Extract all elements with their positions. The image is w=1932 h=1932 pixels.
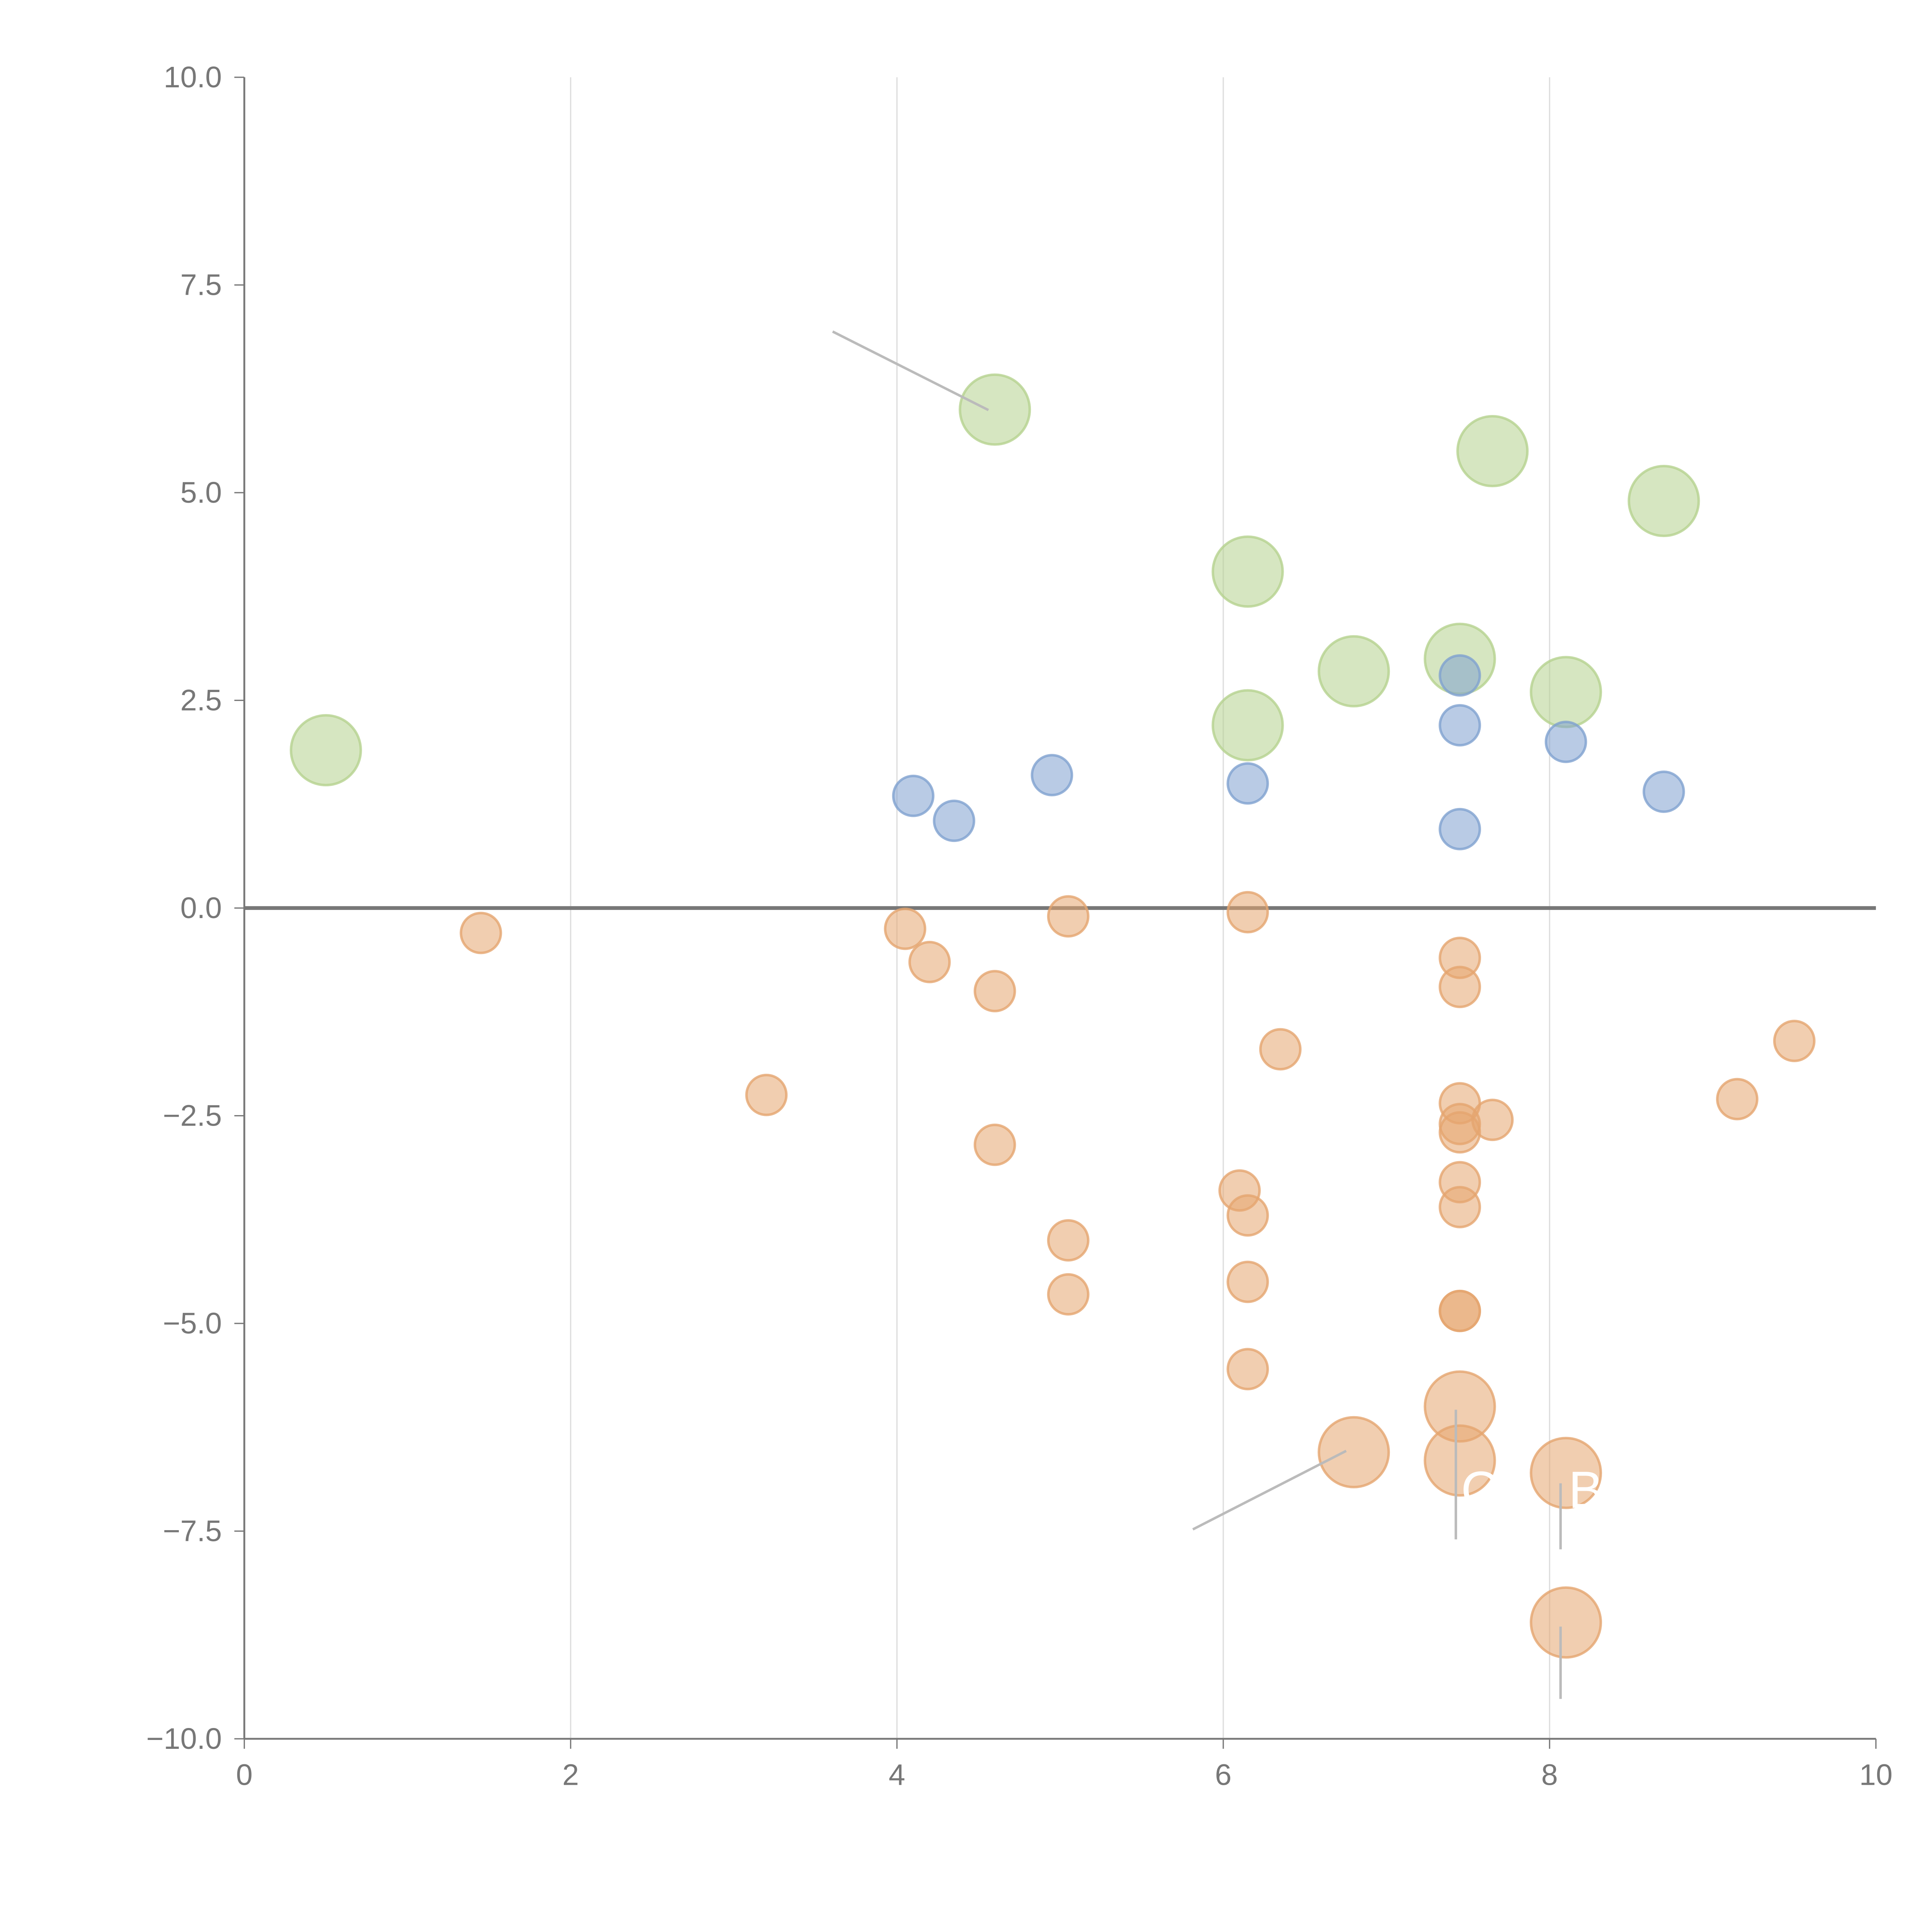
y-tick-label: 0.0 (180, 891, 222, 925)
green-point (959, 373, 1031, 446)
blue-point (1439, 808, 1481, 850)
y-tick-label: 7.5 (180, 268, 222, 301)
green-point (1628, 464, 1700, 537)
annotation-label: B (1568, 1460, 1603, 1519)
orange-point (1226, 1348, 1269, 1391)
orange-large-point (1423, 1424, 1496, 1497)
x-tick-label: 8 (1541, 1758, 1558, 1791)
orange-point (1047, 895, 1090, 938)
orange-point (1047, 1219, 1090, 1262)
x-tick-label: 0 (236, 1758, 253, 1791)
orange-large-point (1318, 1416, 1390, 1488)
x-tick-label: 4 (889, 1758, 905, 1791)
y-tick-label: 10.0 (164, 61, 222, 94)
orange-point (1047, 1273, 1090, 1316)
orange-point (908, 940, 951, 983)
blue-point (892, 774, 935, 817)
orange-point (459, 912, 502, 954)
green-point (1530, 656, 1602, 728)
orange-point (1439, 1289, 1481, 1332)
green-point (289, 714, 362, 787)
orange-point (884, 907, 927, 950)
orange-point (1259, 1028, 1302, 1071)
x-tick-label: 10 (1859, 1758, 1893, 1791)
y-tick-label: −10.0 (146, 1722, 222, 1755)
orange-point (1716, 1078, 1759, 1121)
y-tick-label: −5.0 (163, 1307, 222, 1340)
blue-point (1226, 762, 1269, 805)
y-tick-label: −2.5 (163, 1099, 222, 1132)
orange-large-point (1530, 1437, 1602, 1509)
orange-point (1471, 1099, 1514, 1141)
orange-point (1226, 891, 1269, 934)
orange-point (1773, 1020, 1816, 1062)
blue-point (1439, 704, 1481, 747)
green-point (1456, 415, 1529, 488)
blue-point (1031, 754, 1073, 796)
orange-point (973, 1123, 1016, 1166)
blue-point (933, 799, 975, 842)
y-tick-label: −7.5 (163, 1514, 222, 1548)
orange-point (1439, 1186, 1481, 1228)
annotation-label: C (1461, 1460, 1499, 1519)
orange-point (1439, 966, 1481, 1009)
blue-point (1439, 654, 1481, 697)
x-tick-label: 6 (1215, 1758, 1231, 1791)
leader-line (1192, 1449, 1347, 1531)
orange-large-point (1530, 1586, 1602, 1659)
orange-point (973, 970, 1016, 1012)
leader-line (832, 330, 989, 412)
y-tick-label: 5.0 (180, 476, 222, 509)
green-point (1318, 635, 1390, 707)
orange-point (1226, 1194, 1269, 1237)
green-point (1211, 689, 1284, 762)
blue-point (1544, 721, 1587, 763)
orange-point (745, 1073, 788, 1116)
orange-point (1226, 1260, 1269, 1303)
y-tick-label: 2.5 (180, 684, 222, 717)
green-point (1211, 535, 1284, 608)
x-tick-label: 2 (562, 1758, 579, 1791)
blue-point (1643, 770, 1685, 813)
